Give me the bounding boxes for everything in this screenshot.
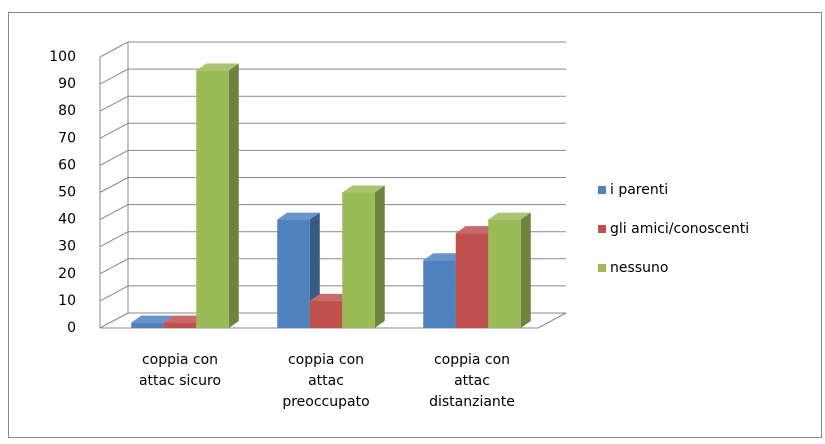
grid-line-side bbox=[99, 149, 129, 166]
chart-border bbox=[8, 12, 822, 438]
bar bbox=[277, 219, 310, 328]
y-tick-label: 90 bbox=[58, 76, 76, 92]
x-tick-label: coppia con bbox=[288, 352, 364, 368]
bar-top bbox=[163, 315, 207, 323]
bar bbox=[309, 300, 343, 328]
bar bbox=[488, 219, 521, 328]
grid-line-side bbox=[99, 204, 129, 221]
bar bbox=[342, 192, 375, 328]
legend-swatch bbox=[598, 264, 606, 272]
legend-label: nessuno bbox=[610, 260, 668, 276]
y-tick-label: 60 bbox=[58, 157, 76, 173]
legend-label: i parenti bbox=[610, 182, 668, 198]
grid-line-side bbox=[99, 41, 129, 58]
bar bbox=[163, 322, 197, 328]
x-tick-label: attac bbox=[308, 373, 344, 389]
y-tick-label: 30 bbox=[58, 239, 76, 255]
bar-side bbox=[374, 185, 385, 328]
x-tick-label: distanziante bbox=[429, 394, 515, 410]
grid-line-side bbox=[99, 258, 129, 275]
y-tick-label: 80 bbox=[58, 103, 76, 119]
y-tick-label: 70 bbox=[58, 130, 76, 146]
x-tick-label: attac sicuro bbox=[139, 373, 221, 389]
bar-top bbox=[488, 212, 531, 220]
bar-top bbox=[277, 212, 320, 220]
bar-top bbox=[309, 293, 353, 301]
bar bbox=[131, 322, 164, 328]
bar-side bbox=[520, 212, 531, 328]
y-tick-label: 100 bbox=[49, 49, 76, 65]
legend-swatch bbox=[598, 186, 606, 194]
floor-right bbox=[537, 312, 567, 329]
grid-line-side bbox=[99, 231, 129, 248]
y-tick-label: 0 bbox=[67, 320, 76, 336]
y-tick-label: 10 bbox=[58, 293, 76, 309]
bar-top bbox=[423, 253, 466, 261]
y-tick-label: 50 bbox=[58, 185, 76, 201]
bar-top bbox=[342, 185, 385, 193]
bar bbox=[196, 70, 229, 329]
grid-line-side bbox=[99, 285, 129, 302]
legend-swatch bbox=[598, 225, 606, 233]
grid-line-side bbox=[99, 95, 129, 112]
x-tick-label: coppia con bbox=[142, 352, 218, 368]
x-tick-label: coppia con bbox=[434, 352, 510, 368]
grid-line-side bbox=[99, 312, 129, 329]
grid-line-side bbox=[99, 122, 129, 139]
grid-line-side bbox=[99, 68, 129, 85]
legend-label: gli amici/conoscenti bbox=[610, 221, 749, 237]
bar-top bbox=[196, 63, 239, 71]
x-tick-label: preoccupato bbox=[282, 394, 369, 410]
grid-line-side bbox=[99, 177, 129, 193]
bar bbox=[455, 233, 489, 328]
x-tick-label: attac bbox=[454, 373, 490, 389]
bar-side bbox=[228, 63, 239, 329]
bar bbox=[423, 260, 456, 328]
y-tick-label: 20 bbox=[58, 266, 76, 282]
bar-top bbox=[131, 315, 174, 323]
bar-top bbox=[455, 226, 499, 234]
y-tick-label: 40 bbox=[58, 212, 76, 228]
